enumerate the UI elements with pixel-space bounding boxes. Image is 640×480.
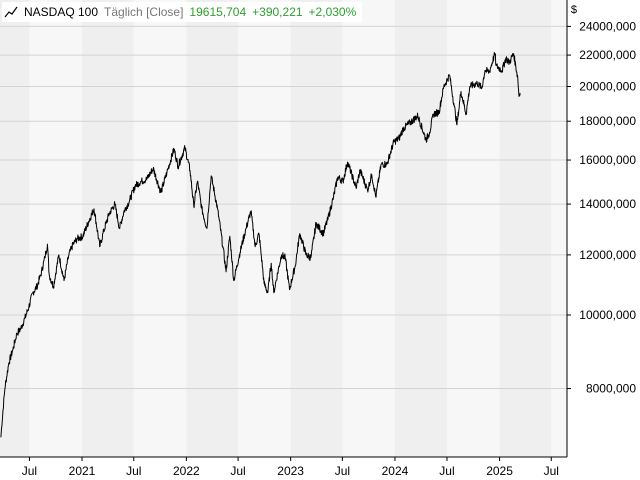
y-tick-label: 14000,000 [579, 197, 636, 211]
y-tick-label: 12000,000 [579, 248, 636, 262]
last-value: 19615,704 [189, 5, 247, 19]
x-tick-label: 2024 [382, 464, 409, 478]
x-tick-label: Jul [544, 464, 559, 478]
y-tick-label: 24000,000 [579, 19, 636, 33]
y-tick-label: 22000,000 [579, 48, 636, 62]
x-tick-label: 2021 [69, 464, 96, 478]
change-value: +390,221 [252, 5, 303, 19]
y-tick-label: 16000,000 [579, 153, 636, 167]
x-tick-label: Jul [335, 464, 350, 478]
time-band [394, 0, 447, 457]
y-axis: 8000,000 10000,000 12000,000 14000,000 16000… [566, 0, 636, 457]
x-tick-label: Jul [439, 464, 454, 478]
series-line-nasdaq-100 [0, 52, 521, 438]
time-band [551, 0, 567, 457]
instrument-name: NASDAQ 100 [24, 5, 99, 19]
y-tick-label: 8000,000 [586, 382, 636, 396]
chart-mode: Täglich [Close] [104, 5, 184, 19]
y-tick-label: 18000,000 [579, 114, 636, 128]
time-band [0, 0, 30, 457]
time-bands [0, 0, 567, 457]
time-band [133, 0, 187, 457]
time-band [29, 0, 83, 457]
time-band [290, 0, 343, 457]
x-tick-label: 2025 [486, 464, 513, 478]
time-band [82, 0, 134, 457]
y-tick-label: 20000,000 [579, 79, 636, 93]
currency-label: $ [570, 4, 577, 16]
x-axis: Jul 2021 Jul 2022 Jul 2023 Jul 2024 Jul 2025 Jul [0, 456, 567, 478]
time-band [238, 0, 291, 457]
series-layer [0, 52, 521, 438]
change-percent: +2,030% [308, 5, 357, 19]
y-tick-label: 10000,000 [579, 308, 636, 322]
x-tick-label: 2022 [173, 464, 200, 478]
chart-legend: NASDAQ 100 Täglich [Close] 19615,704 +39… [2, 2, 363, 22]
x-tick-label: 2023 [277, 464, 304, 478]
time-band [186, 0, 239, 457]
x-tick-label: Jul [230, 464, 245, 478]
x-tick-label: Jul [126, 464, 141, 478]
time-band [499, 0, 552, 457]
time-band [446, 0, 500, 457]
x-tick-label: Jul [22, 464, 37, 478]
line-chart-icon [4, 6, 18, 18]
time-band [342, 0, 395, 457]
